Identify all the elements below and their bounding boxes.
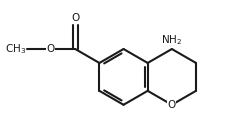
Text: O: O — [168, 100, 176, 110]
Text: O: O — [71, 14, 80, 23]
Text: NH$_2$: NH$_2$ — [161, 33, 182, 47]
Text: CH$_3$: CH$_3$ — [5, 42, 26, 56]
Text: O: O — [46, 44, 54, 54]
